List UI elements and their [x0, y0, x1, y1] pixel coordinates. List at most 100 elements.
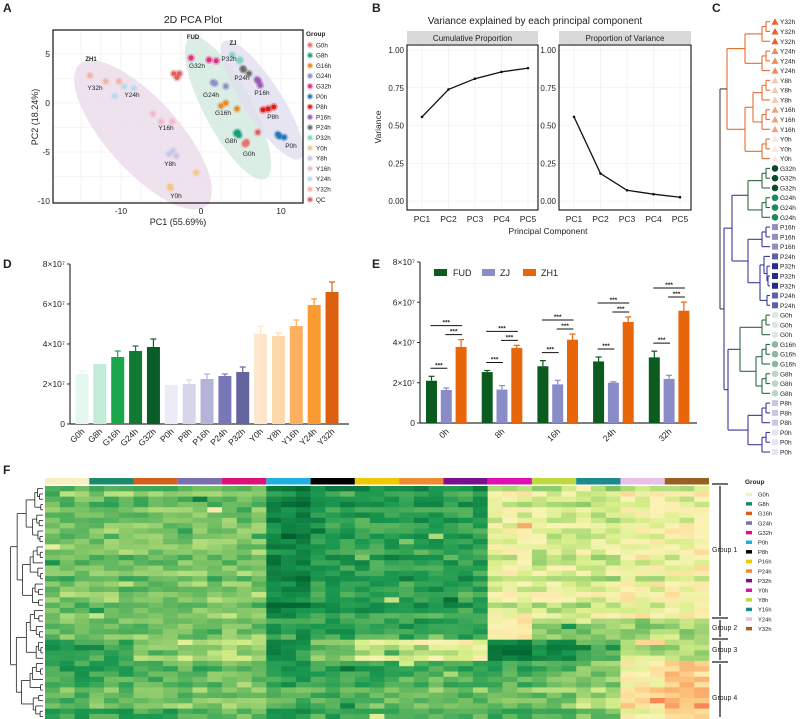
heatmap-cell: [664, 570, 680, 577]
column-annotation-G0h: [45, 478, 90, 485]
heatmap-cell: [222, 539, 238, 545]
heatmap-cell: [546, 607, 562, 614]
heatmap-cell: [443, 613, 459, 619]
data-point: [572, 115, 576, 119]
heatmap-cell: [222, 629, 238, 635]
heatmap-cell: [561, 692, 577, 699]
heatmap-cell: [354, 586, 370, 593]
heatmap-cell: [502, 533, 518, 540]
heatmap-cell: [635, 549, 651, 556]
heatmap-cell: [413, 666, 429, 672]
heatmap-cell: [177, 581, 193, 587]
leaf-label: P0h: [780, 450, 792, 457]
heatmap-cell: [546, 613, 562, 619]
y-tick-label: 4×10⁷: [393, 338, 415, 348]
triangle-marker: [771, 18, 779, 25]
heatmap-cell: [546, 491, 562, 497]
heatmap-cell: [222, 687, 238, 693]
heatmap-cell: [384, 507, 400, 513]
heatmap-cell: [399, 639, 415, 646]
heatmap-cell: [428, 713, 444, 719]
facet-strip: [559, 31, 691, 44]
heatmap-cell: [325, 501, 341, 508]
heatmap-cell: [177, 692, 193, 699]
heatmap-cell: [428, 592, 444, 598]
heatmap-cell: [546, 539, 562, 545]
heatmap-cell: [207, 528, 223, 534]
heatmap-cell: [679, 517, 695, 524]
data-point: [447, 88, 450, 91]
heatmap-cell: [104, 671, 120, 678]
heatmap-cell: [649, 708, 666, 715]
heatmap-cell: [207, 491, 223, 497]
x-tick-label: P24h: [208, 426, 229, 447]
heatmap-cell: [266, 698, 282, 704]
heatmap-cell: [369, 581, 385, 587]
variance-plot: Variance explained by each principal com…: [373, 16, 692, 236]
heatmap-cell: [118, 560, 134, 566]
heatmap-cell: [517, 666, 533, 672]
heatmap-cell: [340, 618, 356, 625]
heatmap-cell: [177, 650, 193, 656]
heatmap-cell: [281, 676, 297, 683]
heatmap-cell: [531, 676, 547, 683]
heatmap-cell: [89, 528, 105, 534]
heatmap-cell: [74, 682, 90, 688]
heatmap-cell: [354, 698, 370, 704]
heatmap-cell: [399, 703, 415, 709]
column-annotation-P0h: [266, 478, 311, 485]
heatmap-cell: [664, 623, 680, 630]
square-marker: [772, 292, 778, 299]
heatmap-cell: [413, 687, 429, 693]
heatmap-cell: [133, 607, 149, 614]
heatmap-cell: [649, 554, 666, 561]
heatmap-cell: [281, 713, 297, 719]
heatmap-cell: [340, 687, 356, 693]
heatmap-cell: [472, 544, 488, 550]
heatmap-cell: [517, 523, 533, 529]
data-point: [678, 195, 682, 199]
heatmap-cell: [605, 539, 621, 545]
heatmap-cell: [679, 576, 695, 582]
heatmap-cell: [148, 533, 164, 540]
heatmap-cell: [266, 507, 282, 513]
heatmap-cell: [635, 703, 651, 709]
heatmap-cell: [222, 496, 238, 503]
heatmap-cell: [576, 650, 592, 656]
heatmap-cell: [192, 544, 208, 550]
heatmap-cell: [222, 639, 238, 646]
x-tick-label: 0h: [437, 426, 451, 440]
triangle-marker: [771, 27, 779, 35]
heatmap-cell: [163, 698, 179, 704]
heatmap-cell: [694, 713, 710, 719]
heatmap-cell: [281, 491, 297, 497]
x-tick-label: PC3: [467, 214, 484, 224]
heatmap-cell: [443, 523, 459, 529]
heatmap-cell: [590, 692, 607, 699]
heatmap-cell: [251, 676, 267, 683]
heatmap-cell: [104, 539, 120, 545]
square-marker: [772, 302, 778, 309]
heatmap-cell: [605, 666, 621, 672]
heatmap-cell: [502, 618, 518, 625]
heatmap-cell: [694, 682, 710, 688]
heatmap-cell: [118, 512, 134, 519]
leaf-label: G0h: [780, 313, 793, 320]
data-point-Y32h: [116, 79, 122, 84]
heatmap-cell: [104, 634, 120, 640]
heatmap-cell: [635, 528, 651, 534]
significance-label: ***: [602, 343, 610, 350]
heatmap-cell: [458, 629, 474, 635]
heatmap-cell: [45, 528, 61, 534]
heatmap-cell: [222, 533, 238, 540]
heatmap-cell: [605, 486, 621, 492]
data-point-G16h: [234, 106, 240, 112]
heatmap-cell: [222, 517, 238, 524]
heatmap-cell: [325, 713, 341, 719]
heatmap-cell: [340, 549, 356, 556]
heatmap-cell: [340, 501, 356, 508]
heatmap-cell: [620, 586, 636, 593]
heatmap-cell: [443, 544, 459, 550]
leaf-label: P8h: [780, 410, 792, 417]
heatmap-cell: [487, 692, 503, 699]
